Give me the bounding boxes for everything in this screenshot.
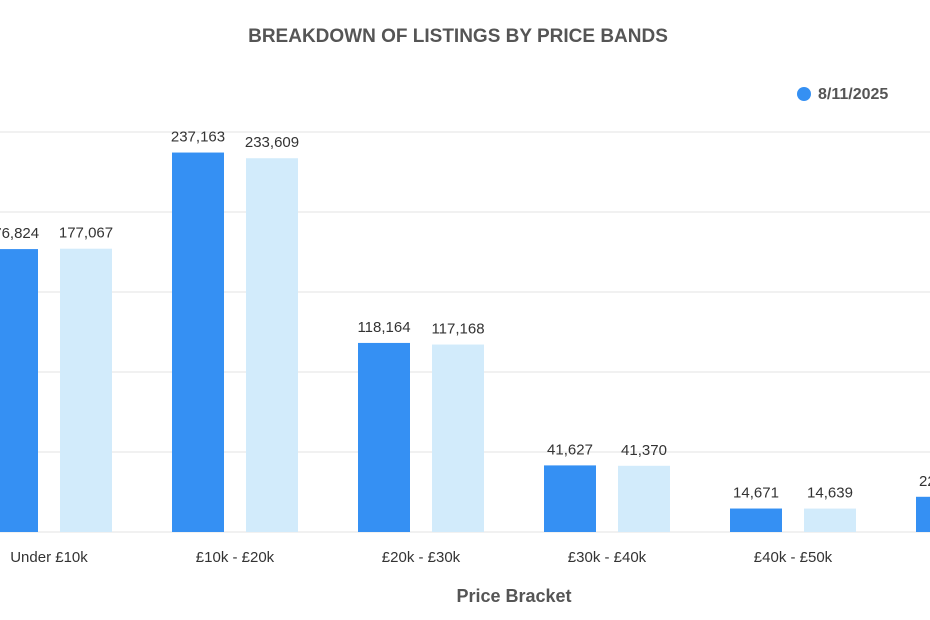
value-label: 14,671 — [733, 484, 779, 501]
x-tick-label: Under £10k — [10, 549, 88, 566]
bar — [730, 508, 782, 532]
value-label: 14,639 — [807, 485, 853, 502]
chart-title: BREAKDOWN OF LISTINGS BY PRICE BANDS — [248, 26, 668, 47]
x-tick-label: £20k - £30k — [382, 549, 461, 566]
x-axis-title: Price Bracket — [456, 586, 571, 606]
value-label: 233,609 — [245, 134, 299, 151]
x-tick-label: £10k - £20k — [196, 549, 275, 566]
legend-marker — [797, 87, 811, 101]
bar — [804, 508, 856, 532]
value-label: 41,627 — [547, 441, 593, 458]
x-tick-label: £40k - £50k — [754, 549, 833, 566]
bar — [544, 465, 596, 532]
value-label: 237,163 — [171, 129, 225, 146]
value-label: 177,067 — [59, 225, 113, 242]
value-label: 22,000 — [919, 473, 930, 490]
value-label: 41,370 — [621, 442, 667, 459]
value-label: 118,164 — [357, 319, 410, 336]
value-label: 176,824 — [0, 225, 39, 242]
bar — [358, 342, 410, 532]
bar — [60, 248, 112, 532]
bar — [618, 465, 670, 532]
bar — [0, 249, 38, 532]
bar — [246, 158, 298, 533]
legend-label: 8/11/2025 — [818, 86, 888, 103]
bar — [432, 344, 484, 532]
x-tick-label: £30k - £40k — [568, 549, 647, 566]
value-label: 117,168 — [431, 320, 484, 337]
bar — [172, 152, 224, 533]
bar — [916, 496, 930, 532]
